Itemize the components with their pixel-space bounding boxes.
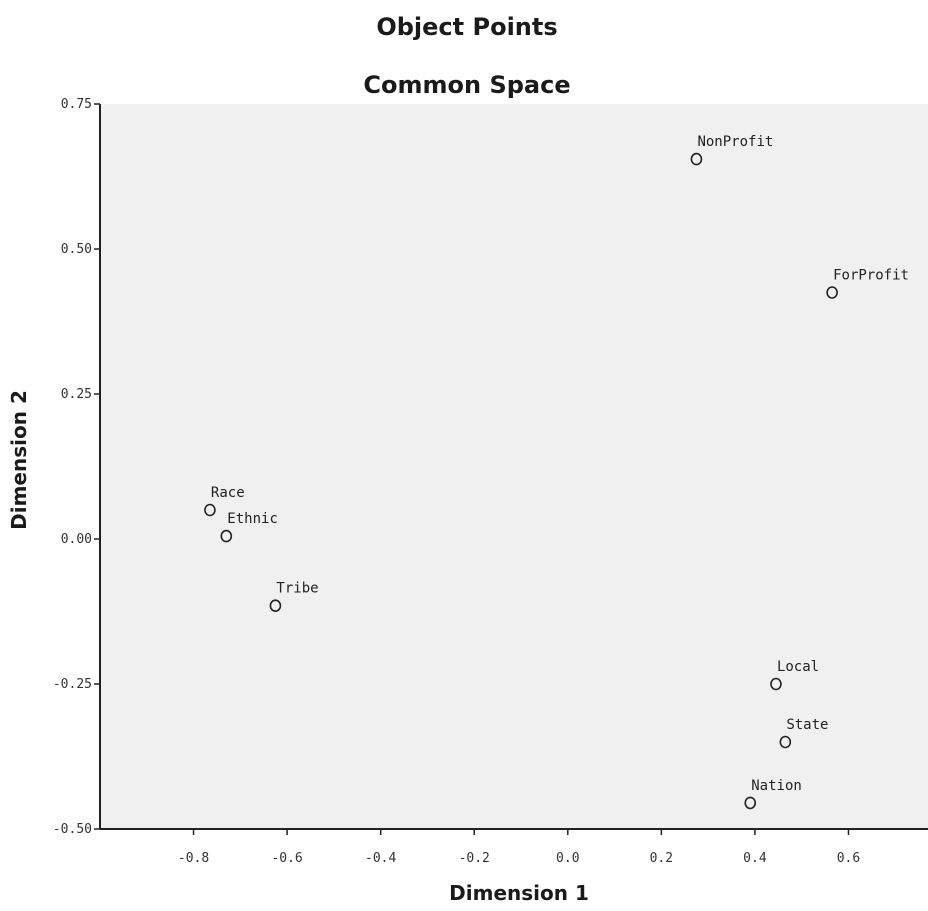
x-tick-label: -0.4	[365, 851, 396, 866]
y-axis-ticks: 0.75 0.50 0.25 0.00 -0.25 -0.50	[53, 97, 100, 837]
data-point-marker	[269, 599, 282, 613]
data-point-label: Tribe	[276, 581, 318, 597]
y-tick-label: 0.50	[61, 242, 92, 257]
data-point-marker	[220, 529, 233, 543]
chart-title: Object Points	[376, 13, 557, 41]
data-point-label: Nation	[751, 778, 802, 794]
x-tick-label: -0.6	[271, 851, 302, 866]
data-points: NonProfit ForProfit Race Ethnic Tribe Local St…	[204, 134, 909, 810]
x-tick-label: -0.8	[178, 851, 209, 866]
data-point-marker	[826, 286, 838, 299]
y-tick-label: -0.50	[53, 822, 92, 837]
data-point-marker	[690, 152, 703, 166]
x-tick-label: 0.0	[556, 851, 579, 866]
data-point-label: ForProfit	[833, 268, 909, 284]
y-tick-label: 0.25	[61, 387, 92, 402]
data-point-label: Ethnic	[227, 511, 278, 527]
data-point-label: Local	[777, 659, 819, 675]
plot-area	[100, 104, 928, 829]
data-point-label: Race	[211, 485, 245, 501]
chart-subtitle: Common Space	[363, 71, 570, 99]
x-tick-label: 0.2	[650, 851, 673, 866]
data-point-label: NonProfit	[697, 134, 773, 150]
y-axis-label: Dimension 2	[7, 390, 31, 530]
y-tick-label: 0.75	[61, 97, 92, 112]
data-point-marker	[744, 796, 757, 810]
x-tick-label: 0.6	[837, 851, 860, 866]
data-point-marker	[770, 677, 782, 691]
data-point-label: State	[786, 717, 828, 733]
y-tick-label: -0.25	[53, 677, 92, 692]
x-tick-label: -0.2	[459, 851, 490, 866]
x-axis-label: Dimension 1	[449, 881, 589, 905]
data-point-marker	[779, 735, 792, 749]
x-tick-label: 0.4	[743, 851, 767, 866]
y-tick-label: 0.00	[61, 532, 92, 547]
data-point-marker	[204, 503, 216, 517]
x-axis-ticks: -0.8 -0.6 -0.4 -0.2 0.0 0.2 0.4 0.6	[178, 829, 860, 866]
